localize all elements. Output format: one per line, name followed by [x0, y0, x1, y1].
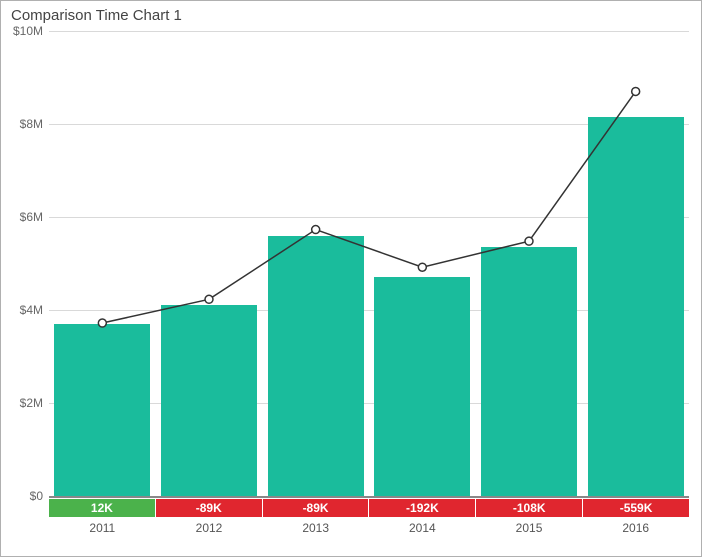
line-marker	[312, 226, 320, 234]
line-marker	[632, 87, 640, 95]
line-marker	[205, 295, 213, 303]
x-category-label: 2011	[49, 521, 156, 535]
footer-diff-row: 12K-89K-89K-192K-108K-559K	[49, 499, 689, 517]
y-tick-label: $4M	[20, 303, 49, 317]
x-category-label: 2016	[582, 521, 689, 535]
line-marker	[98, 319, 106, 327]
x-axis-label-row: 201120122013201420152016	[49, 521, 689, 535]
line-series	[49, 31, 689, 496]
gridline	[49, 496, 689, 498]
trend-line	[102, 91, 635, 323]
y-tick-label: $8M	[20, 117, 49, 131]
footer-diff-cell: -192K	[369, 499, 476, 517]
line-marker	[525, 237, 533, 245]
x-category-label: 2014	[369, 521, 476, 535]
y-tick-label: $6M	[20, 210, 49, 224]
footer-diff-cell: -108K	[476, 499, 583, 517]
chart-frame: Comparison Time Chart 1 $0$2M$4M$6M$8M$1…	[0, 0, 702, 557]
footer-diff-cell: 12K	[49, 499, 156, 517]
plot-area: $0$2M$4M$6M$8M$10M	[49, 31, 689, 496]
y-tick-label: $2M	[20, 396, 49, 410]
line-marker	[418, 263, 426, 271]
footer-diff-cell: -89K	[263, 499, 370, 517]
x-category-label: 2012	[156, 521, 263, 535]
chart-title: Comparison Time Chart 1	[11, 7, 182, 24]
footer-diff-cell: -89K	[156, 499, 263, 517]
x-category-label: 2015	[476, 521, 583, 535]
x-category-label: 2013	[262, 521, 369, 535]
y-tick-label: $10M	[13, 24, 49, 38]
footer-diff-cell: -559K	[583, 499, 689, 517]
y-tick-label: $0	[30, 489, 49, 503]
